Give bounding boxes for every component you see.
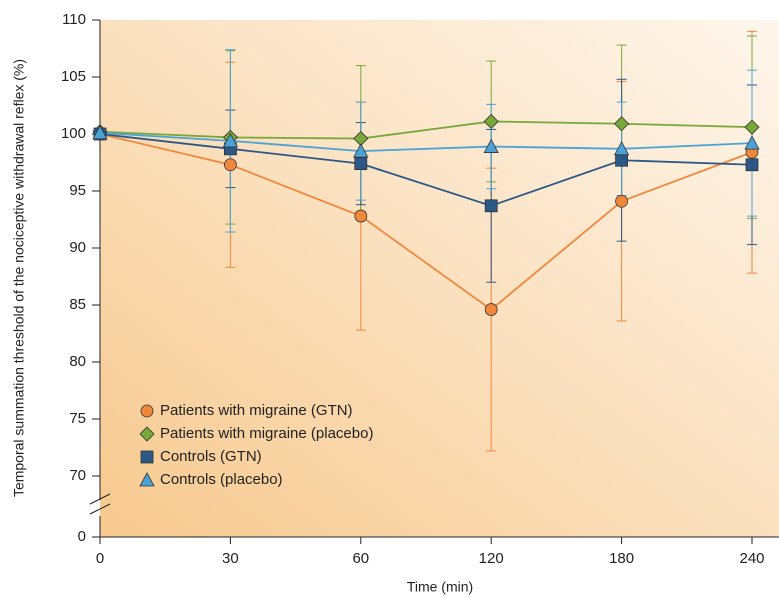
- y-tick-label: 100: [61, 125, 86, 142]
- series-line: [99, 133, 753, 207]
- x-tick-label: 240: [739, 550, 764, 567]
- legend-label: Patients with migraine (placebo): [160, 425, 373, 442]
- y-tick-label: 80: [69, 353, 86, 370]
- axis-break: [89, 493, 111, 505]
- marker: [483, 113, 499, 130]
- marker: [353, 143, 369, 158]
- marker: [483, 138, 499, 153]
- marker: [614, 116, 630, 132]
- marker: [92, 125, 108, 140]
- y-tick-label: 90: [69, 239, 86, 256]
- legend-marker: [139, 472, 155, 487]
- legend-label: Patients with migraine (GTN): [160, 402, 353, 419]
- y-tick-label: 0: [78, 528, 86, 545]
- legend-marker: [139, 426, 155, 442]
- marker: [613, 140, 630, 156]
- marker: [484, 303, 498, 316]
- x-tick-label: 60: [352, 550, 369, 567]
- y-axis-label: Temporal summation threshold of the noci…: [11, 59, 27, 497]
- series-line: [99, 133, 753, 311]
- plot-background: [100, 20, 779, 537]
- y-tick-label: 75: [69, 410, 86, 427]
- marker: [223, 158, 237, 172]
- x-tick-label: 180: [609, 550, 634, 567]
- legend-marker: [140, 450, 154, 464]
- legend-marker: [140, 404, 154, 418]
- series-line: [99, 131, 753, 153]
- legend-label: Controls (placebo): [160, 471, 283, 488]
- marker: [615, 153, 628, 167]
- marker: [222, 132, 239, 148]
- y-tick-label: 70: [69, 467, 86, 484]
- marker: [745, 158, 759, 172]
- series-line: [99, 120, 753, 140]
- legend-label: Controls (GTN): [160, 448, 262, 465]
- y-tick-label: 110: [62, 11, 86, 28]
- x-axis-label: Time (min): [407, 579, 473, 595]
- x-tick-label: 120: [479, 550, 504, 567]
- y-tick-label: 95: [69, 182, 86, 199]
- marker: [615, 194, 628, 208]
- marker: [354, 209, 368, 223]
- axis-break: [89, 503, 111, 515]
- marker: [744, 135, 760, 150]
- x-tick-label: 0: [96, 550, 104, 567]
- x-tick-label: 30: [222, 550, 239, 567]
- y-tick-label: 85: [69, 296, 86, 313]
- marker: [484, 199, 498, 213]
- y-tick-label: 105: [61, 68, 86, 85]
- marker: [744, 119, 760, 135]
- marker: [354, 157, 368, 171]
